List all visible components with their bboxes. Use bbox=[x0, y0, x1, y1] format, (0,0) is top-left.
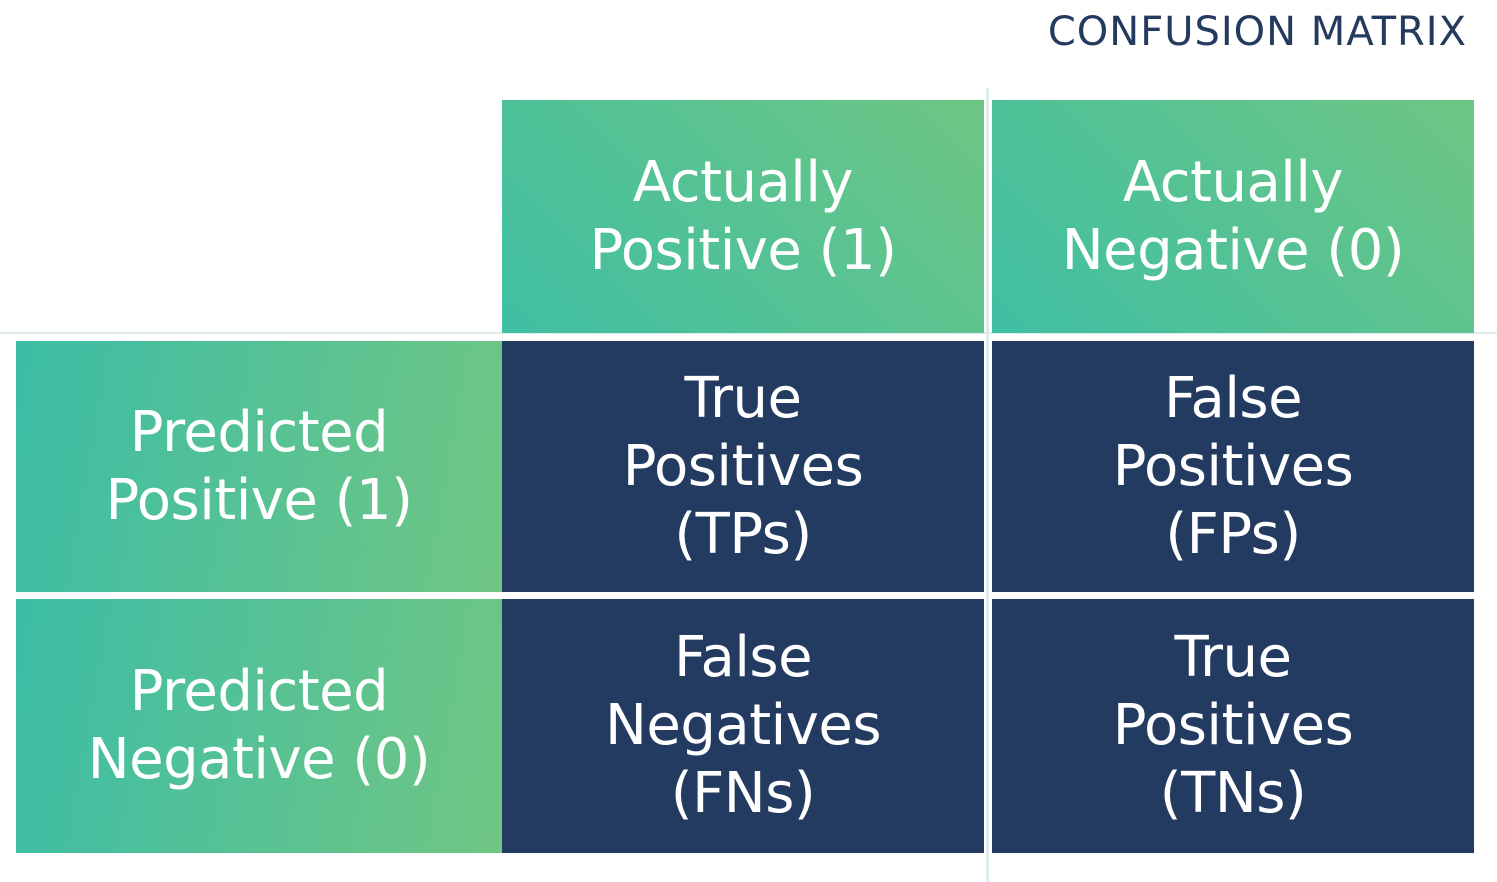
column-header-line: Actually bbox=[1122, 149, 1344, 215]
cell-true-negatives: True Positives (TNs) bbox=[992, 599, 1474, 853]
column-header-actually-positive: Actually Positive (1) bbox=[502, 100, 984, 333]
cell-line: Positives bbox=[1112, 693, 1354, 758]
vertical-grid-line bbox=[986, 88, 989, 882]
column-header-line: Actually bbox=[632, 149, 854, 215]
cell-line: (FPs) bbox=[1165, 501, 1301, 567]
cell-line: True bbox=[684, 365, 802, 431]
cell-line: (TNs) bbox=[1159, 761, 1307, 826]
column-header-actually-negative: Actually Negative (0) bbox=[992, 100, 1474, 333]
cell-true-positives: True Positives (TPs) bbox=[502, 341, 984, 592]
cell-false-negatives: False Negatives (FNs) bbox=[502, 599, 984, 853]
cell-false-positives: False Positives (FPs) bbox=[992, 341, 1474, 592]
cell-line: True bbox=[1174, 625, 1292, 690]
cell-line: (FNs) bbox=[670, 761, 816, 826]
row-header-line: Negative (0) bbox=[87, 727, 431, 792]
diagram-title: CONFUSION MATRIX bbox=[1047, 9, 1467, 55]
row-header-predicted-negative: Predicted Negative (0) bbox=[16, 599, 502, 853]
cell-line: False bbox=[673, 625, 813, 690]
row-header-predicted-positive: Predicted Positive (1) bbox=[16, 341, 502, 592]
cell-line: False bbox=[1163, 365, 1303, 431]
cell-line: (TPs) bbox=[674, 501, 812, 567]
cell-line: Positives bbox=[622, 433, 864, 499]
row-header-line: Positive (1) bbox=[105, 467, 413, 533]
row-header-line: Predicted bbox=[129, 399, 389, 465]
horizontal-grid-line bbox=[0, 332, 1497, 334]
cell-line: Negatives bbox=[605, 693, 882, 758]
column-header-line: Positive (1) bbox=[589, 217, 897, 283]
row-header-line: Predicted bbox=[129, 659, 389, 724]
column-header-line: Negative (0) bbox=[1061, 217, 1405, 283]
cell-line: Positives bbox=[1112, 433, 1354, 499]
